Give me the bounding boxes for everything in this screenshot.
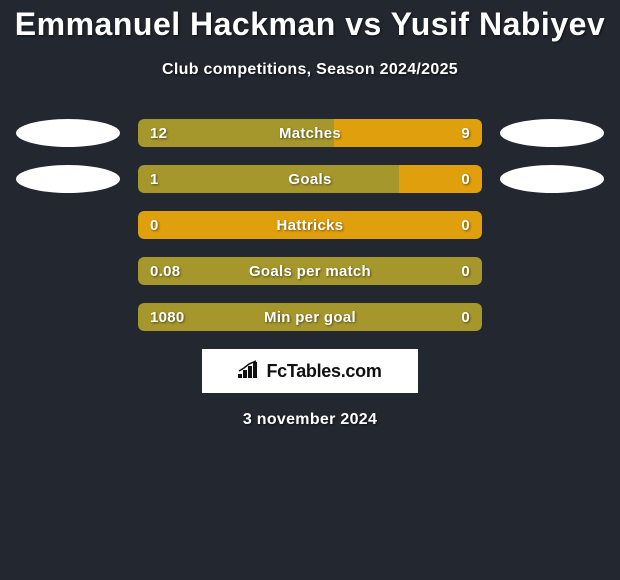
player-badge-left: [16, 119, 120, 147]
badge-placeholder: [500, 211, 604, 239]
stat-row: Min per goal1080 0: [0, 303, 620, 331]
badge-placeholder: [16, 303, 120, 331]
stat-value-right: 0: [461, 165, 470, 193]
stat-label: Min per goal: [138, 303, 482, 331]
player-badge-right: [500, 119, 604, 147]
player-badge-left: [16, 165, 120, 193]
stat-value-right: 9: [461, 119, 470, 147]
stat-bar: Goals1 0: [138, 165, 482, 193]
stat-value-left: 0.08: [150, 257, 180, 285]
stat-row: Goals per match0.08 0: [0, 257, 620, 285]
badge-placeholder: [500, 257, 604, 285]
stat-label: Goals per match: [138, 257, 482, 285]
badge-placeholder: [16, 257, 120, 285]
badge-placeholder: [500, 303, 604, 331]
site-badge[interactable]: FcTables.com: [202, 349, 418, 393]
stat-value-right: 0: [461, 211, 470, 239]
comparison-title: Emmanuel Hackman vs Yusif Nabiyev: [0, 0, 620, 43]
stat-row: Goals1 0: [0, 165, 620, 193]
comparison-subtitle: Club competitions, Season 2024/2025: [0, 61, 620, 79]
chart-icon: [238, 360, 260, 383]
stats-container: Matches129Goals10Hattricks00Goals per ma…: [0, 119, 620, 331]
stat-value-left: 0: [150, 211, 159, 239]
stat-row: Hattricks0 0: [0, 211, 620, 239]
stat-value-left: 1: [150, 165, 159, 193]
stat-value-right: 0: [461, 257, 470, 285]
stat-label: Matches: [138, 119, 482, 147]
stat-row: Matches12 9: [0, 119, 620, 147]
stat-value-right: 0: [461, 303, 470, 331]
stat-bar: Matches12 9: [138, 119, 482, 147]
stat-bar: Min per goal1080 0: [138, 303, 482, 331]
stat-value-left: 1080: [150, 303, 185, 331]
player-badge-right: [500, 165, 604, 193]
stat-label: Goals: [138, 165, 482, 193]
stat-bar: Goals per match0.08 0: [138, 257, 482, 285]
generated-date: 3 november 2024: [0, 411, 620, 429]
site-text: FcTables.com: [266, 361, 381, 382]
badge-placeholder: [16, 211, 120, 239]
stat-label: Hattricks: [138, 211, 482, 239]
stat-value-left: 12: [150, 119, 167, 147]
stat-bar: Hattricks0 0: [138, 211, 482, 239]
